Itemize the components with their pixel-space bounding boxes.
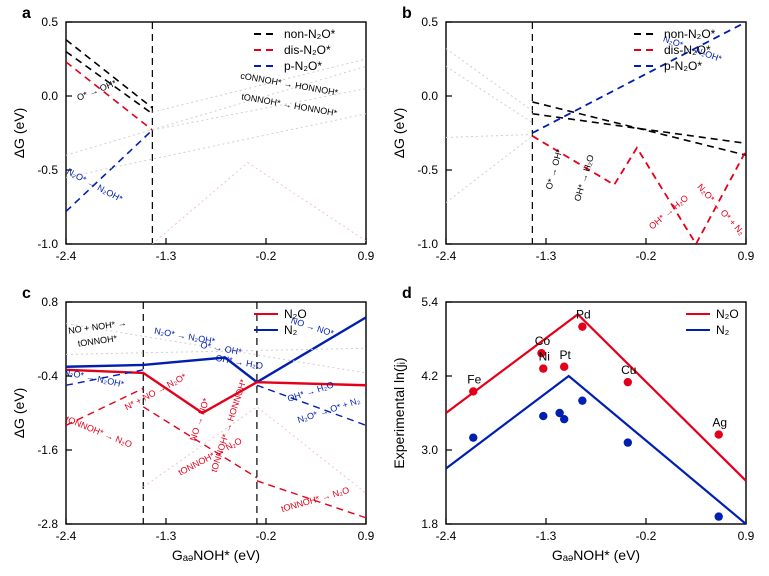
svg-text:tONNOH* → N₂O: tONNOH* → N₂O [64, 414, 133, 450]
svg-text:-0.2: -0.2 [256, 529, 277, 543]
svg-text:0.0: 0.0 [41, 89, 58, 103]
svg-text:b: b [402, 5, 412, 22]
svg-text:-0.2: -0.2 [636, 249, 657, 263]
svg-text:ΔG (eV): ΔG (eV) [391, 108, 407, 159]
panel-b: -2.4-1.3-0.20.9-1.0-0.50.00.5ΔG (eV)bN₂O… [391, 5, 755, 263]
svg-text:a: a [22, 5, 31, 22]
svg-text:Experimental ln(jᵢ): Experimental ln(jᵢ) [391, 357, 407, 468]
svg-text:0.9: 0.9 [738, 529, 755, 543]
svg-text:O* → OH*: O* → OH* [544, 147, 565, 190]
svg-text:non-N₂O*: non-N₂O* [284, 27, 336, 41]
svg-text:3.0: 3.0 [421, 443, 438, 457]
svg-text:p-N₂O*: p-N₂O* [664, 59, 702, 73]
svg-text:Co: Co [535, 334, 551, 348]
svg-text:1.8: 1.8 [421, 517, 438, 531]
svg-text:-1.0: -1.0 [417, 237, 438, 251]
svg-text:p-N₂O*: p-N₂O* [284, 59, 322, 73]
svg-text:-1.6: -1.6 [37, 443, 58, 457]
svg-text:tONNOH* → HONNOH*: tONNOH* → HONNOH* [241, 92, 339, 119]
svg-text:GₐₔNOH* (eV): GₐₔNOH* (eV) [552, 547, 640, 563]
svg-text:N₂O: N₂O [284, 307, 307, 321]
svg-text:-0.5: -0.5 [37, 163, 58, 177]
svg-text:Ni: Ni [539, 350, 550, 364]
svg-text:-1.3: -1.3 [156, 249, 177, 263]
svg-text:ΔG (eV): ΔG (eV) [11, 108, 27, 159]
svg-text:NO → NO*: NO → NO* [188, 396, 211, 442]
figure-root: -2.4 -1.3 -0.2 0.9 -1.0 -0.5 0.0 0.5 ΔG (eV) a O* … [0, 0, 769, 576]
svg-text:4.2: 4.2 [421, 369, 438, 383]
svg-text:0.9: 0.9 [358, 249, 375, 263]
svg-text:Pt: Pt [560, 348, 572, 362]
panel-a: -2.4 -1.3 -0.2 0.9 -1.0 -0.5 0.0 0.5 ΔG (eV) a O* … [11, 5, 375, 263]
svg-text:-0.4: -0.4 [37, 369, 58, 383]
svg-text:dis-N₂O*: dis-N₂O* [664, 43, 711, 57]
svg-text:0.5: 0.5 [421, 15, 438, 29]
svg-text:5.4: 5.4 [421, 295, 438, 309]
svg-text:GₐₔNOH* (eV): GₐₔNOH* (eV) [172, 547, 260, 563]
svg-text:0.0: 0.0 [421, 89, 438, 103]
svg-text:-1.3: -1.3 [536, 529, 557, 543]
svg-text:O* → OH*: O* → OH* [76, 78, 119, 103]
svg-text:-2.8: -2.8 [37, 517, 58, 531]
svg-text:dis-N₂O*: dis-N₂O* [284, 43, 331, 57]
svg-text:-0.5: -0.5 [417, 163, 438, 177]
svg-text:N₂O: N₂O [716, 307, 739, 321]
panel-d: -2.4 -1.3 -0.2 0.9 1.8 3.0 4.2 5.4 Experimental … [391, 285, 755, 563]
svg-text:Pd: Pd [576, 308, 591, 322]
svg-text:Fe: Fe [467, 372, 481, 386]
svg-text:0.9: 0.9 [738, 249, 755, 263]
svg-text:-2.4: -2.4 [56, 249, 77, 263]
svg-text:N₂: N₂ [284, 323, 298, 337]
svg-text:N₂O* → N₂OH*: N₂O* → N₂OH* [65, 166, 124, 204]
svg-text:-1.0: -1.0 [37, 237, 58, 251]
svg-text:Ag: Ag [712, 416, 727, 430]
svg-text:d: d [402, 285, 412, 302]
svg-text:-2.4: -2.4 [436, 249, 457, 263]
svg-text:-2.4: -2.4 [56, 529, 77, 543]
svg-text:0.5: 0.5 [41, 15, 58, 29]
svg-text:non-N₂O*: non-N₂O* [664, 27, 716, 41]
svg-text:ΔG (eV): ΔG (eV) [11, 388, 27, 439]
svg-text:N* + NO → N₂O*: N* + NO → N₂O* [123, 371, 188, 412]
svg-text:0.8: 0.8 [41, 295, 58, 309]
svg-text:-0.2: -0.2 [256, 249, 277, 263]
svg-text:-0.2: -0.2 [636, 529, 657, 543]
svg-text:-2.4: -2.4 [436, 529, 457, 543]
svg-text:0.9: 0.9 [358, 529, 375, 543]
svg-text:c: c [22, 285, 31, 302]
svg-text:tONNOH*: tONNOH* [77, 333, 118, 348]
svg-text:-1.3: -1.3 [536, 249, 557, 263]
svg-text:-1.3: -1.3 [156, 529, 177, 543]
panel-c: -2.4 -1.3 -0.2 0.9 -2.8 -1.6 -0.4 0.8 ΔG (eV) Gₐₔ… [11, 285, 375, 563]
svg-text:Cu: Cu [621, 363, 636, 377]
svg-text:N₂: N₂ [716, 323, 730, 337]
svg-text:NO + NOH* →: NO + NOH* → [68, 318, 128, 336]
